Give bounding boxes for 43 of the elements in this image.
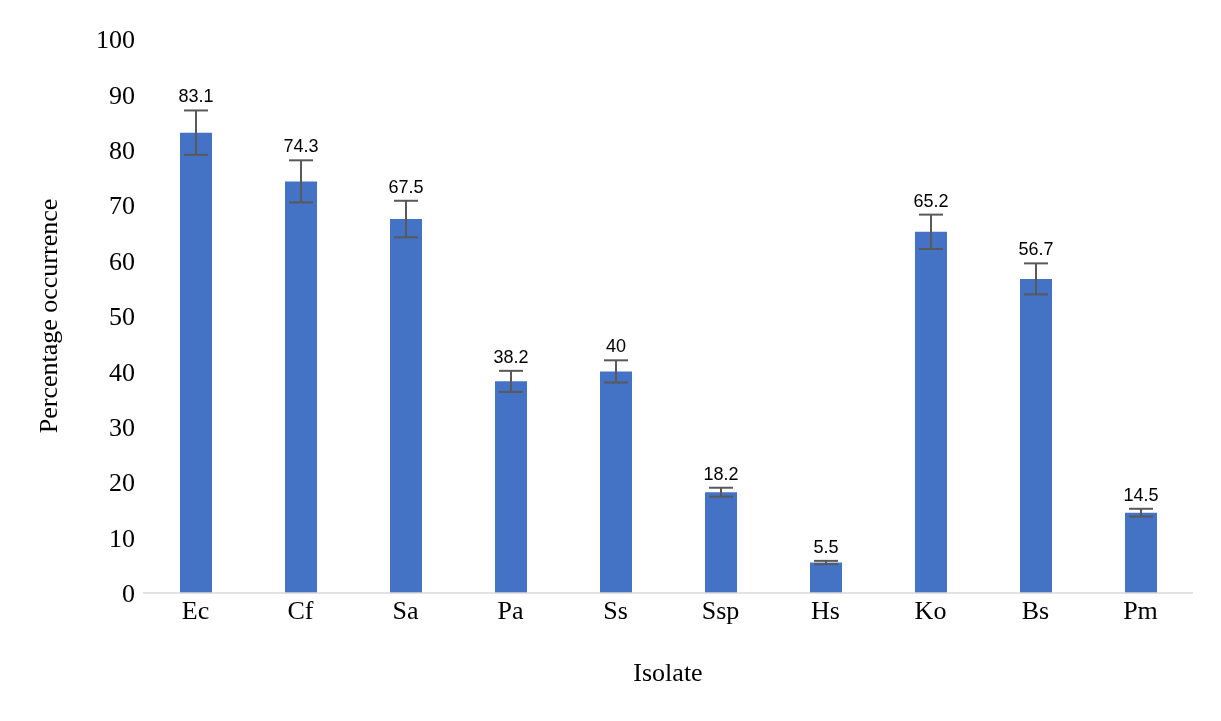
bar <box>1125 512 1157 593</box>
data-label: 65.2 <box>913 190 949 211</box>
data-label: 74.3 <box>283 136 319 157</box>
y-tick-label: 90 <box>109 80 135 110</box>
x-tick-label: Pm <box>1123 596 1158 626</box>
data-label: 14.5 <box>1123 484 1159 505</box>
data-label: 18.2 <box>703 463 739 484</box>
data-label: 40 <box>605 336 627 357</box>
y-axis-title: Percentage occurrence <box>34 198 64 434</box>
x-tick-label: Ss <box>603 596 628 626</box>
data-label: 5.5 <box>813 536 839 557</box>
bar <box>915 231 947 593</box>
y-tick-label: 60 <box>109 246 135 276</box>
y-tick-label: 30 <box>109 413 135 443</box>
x-axis-title: Isolate <box>633 658 703 687</box>
y-tick-label: 10 <box>109 523 135 553</box>
y-tick-label: 50 <box>109 302 135 332</box>
y-tick-label: 100 <box>96 25 135 55</box>
bar <box>600 371 632 593</box>
data-label: 56.7 <box>1018 239 1054 260</box>
x-tick-label: Sa <box>392 596 419 626</box>
x-tick-label: Ko <box>914 596 947 626</box>
y-tick-label: 70 <box>109 191 135 221</box>
x-tick-label: Pa <box>497 596 524 626</box>
bar <box>495 381 527 593</box>
bar <box>390 219 422 593</box>
data-label: 38.2 <box>493 346 529 367</box>
bar <box>1020 278 1052 593</box>
bar <box>180 132 212 593</box>
bar <box>810 562 842 593</box>
y-tick-label: 20 <box>109 468 135 498</box>
x-tick-label: Bs <box>1021 596 1050 626</box>
y-tick-label: 0 <box>122 579 135 609</box>
x-tick-label: Ssp <box>701 596 740 626</box>
x-tick-label: Ec <box>181 596 210 626</box>
x-tick-label: Cf <box>287 596 314 626</box>
data-label: 67.5 <box>388 176 424 197</box>
bar <box>285 181 317 593</box>
bar <box>705 492 737 593</box>
x-tick-label: Hs <box>811 596 840 626</box>
data-label: 83.1 <box>178 86 214 107</box>
y-tick-label: 40 <box>109 357 135 387</box>
y-tick-label: 80 <box>109 136 135 166</box>
